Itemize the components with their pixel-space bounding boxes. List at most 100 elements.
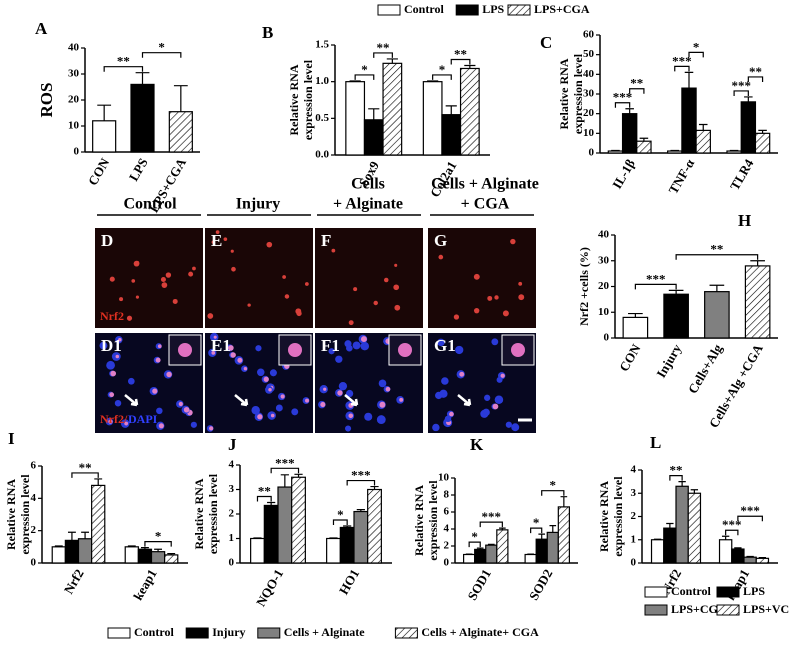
nucleus-dot bbox=[352, 341, 361, 350]
error-bar bbox=[690, 489, 699, 494]
y-tick-label: 3 bbox=[631, 487, 637, 499]
nrf2-dot bbox=[268, 388, 272, 392]
significance-bracket bbox=[733, 90, 749, 96]
legend-label: Injury bbox=[212, 625, 245, 639]
bar bbox=[367, 488, 382, 564]
nucleus-dot bbox=[127, 377, 135, 385]
bar bbox=[731, 548, 745, 564]
significance-bracket bbox=[530, 527, 543, 534]
nrf2-dot bbox=[155, 357, 161, 363]
significance-label: ** bbox=[117, 54, 130, 69]
nucleus-dot bbox=[291, 408, 299, 416]
nrf2-dot bbox=[449, 411, 454, 417]
nucleus-dot bbox=[156, 407, 163, 415]
y-tick-label: 30 bbox=[598, 254, 610, 266]
bar bbox=[675, 485, 689, 564]
x-tick-label: keap1 bbox=[130, 566, 160, 602]
bar bbox=[474, 548, 487, 564]
nrf2-dot bbox=[518, 281, 523, 286]
nrf2-dot bbox=[228, 345, 234, 351]
nucleus-dot bbox=[494, 395, 504, 405]
legend-swatch bbox=[716, 604, 740, 616]
error-bar bbox=[611, 149, 620, 152]
y-tick-label: 2 bbox=[229, 508, 235, 520]
legend-swatch bbox=[107, 627, 131, 639]
bar bbox=[277, 486, 293, 564]
error-bar bbox=[267, 501, 276, 506]
error-bar bbox=[734, 547, 742, 550]
nrf2-dot bbox=[124, 421, 129, 426]
nrf2-dot bbox=[295, 308, 302, 315]
significance-bracket bbox=[669, 475, 683, 481]
significance-label: ** bbox=[79, 460, 92, 475]
x-tick-label: NQO-1 bbox=[253, 566, 286, 609]
y-tick-label: 10 bbox=[68, 120, 80, 132]
error-bar bbox=[709, 284, 725, 292]
legend-label: LPS bbox=[482, 2, 504, 16]
error-bar bbox=[167, 553, 176, 555]
y-tick-label: 1.5 bbox=[315, 39, 329, 51]
legend-label: Cells + Alginate+ CGA bbox=[421, 625, 539, 639]
x-tick-label: CON bbox=[616, 341, 644, 374]
error-bar bbox=[427, 80, 439, 82]
nrf2-dot bbox=[305, 398, 310, 403]
error-bar bbox=[639, 137, 649, 142]
error-bar bbox=[758, 557, 767, 559]
significance-bracket bbox=[747, 76, 764, 82]
nrf2-dot bbox=[115, 354, 120, 359]
nucleus-dot bbox=[432, 423, 440, 432]
error-bar bbox=[560, 496, 568, 507]
nrf2-dot bbox=[348, 413, 354, 419]
panel-label: L bbox=[650, 433, 661, 452]
bar bbox=[695, 129, 711, 154]
x-tick-label: TNF-α bbox=[665, 156, 697, 197]
nucleus-dot bbox=[251, 405, 260, 415]
error-bar bbox=[668, 289, 684, 295]
legend-swatch bbox=[257, 627, 281, 639]
panel-label: B bbox=[262, 23, 273, 42]
column-header: Cells + Alginate bbox=[431, 176, 539, 193]
nrf2-dot bbox=[487, 295, 493, 301]
nucleus-dot bbox=[496, 376, 503, 383]
nrf2-dot bbox=[135, 295, 140, 299]
nrf2-dot bbox=[109, 392, 115, 398]
nrf2-dot bbox=[231, 266, 236, 272]
error-bar bbox=[386, 58, 398, 64]
significance-bracket bbox=[674, 65, 690, 72]
legend-label: LPS+VC bbox=[743, 602, 789, 616]
error-bar bbox=[625, 108, 634, 114]
y-axis-label: Relative RNA bbox=[192, 478, 206, 549]
nrf2-dot bbox=[500, 373, 505, 378]
y-axis-label: Relative RNA bbox=[557, 58, 571, 129]
nrf2-dot bbox=[473, 273, 480, 280]
bar bbox=[663, 527, 677, 564]
nucleus-dot bbox=[505, 421, 512, 428]
bar bbox=[663, 293, 689, 339]
bar bbox=[607, 150, 624, 154]
bar bbox=[441, 114, 462, 156]
bar bbox=[755, 557, 770, 564]
y-axis-label: expression level bbox=[301, 59, 315, 140]
bar bbox=[91, 484, 106, 564]
error-bar bbox=[280, 474, 289, 488]
nucleus-dot bbox=[99, 341, 108, 350]
significance-label: *** bbox=[740, 503, 760, 518]
error-bar bbox=[464, 64, 476, 69]
bar bbox=[650, 539, 665, 564]
panel-label: H bbox=[738, 211, 751, 230]
x-tick-label: Nrf2 bbox=[61, 566, 87, 596]
nrf2-dot bbox=[183, 406, 190, 413]
significance-label: ** bbox=[710, 242, 723, 257]
error-bar bbox=[349, 80, 361, 82]
error-bar bbox=[356, 508, 365, 512]
y-tick-label: 0.0 bbox=[315, 149, 329, 161]
inset-cell bbox=[511, 343, 525, 357]
bar bbox=[263, 504, 279, 564]
significance-label: * bbox=[693, 39, 700, 54]
column-header: Injury bbox=[236, 196, 280, 213]
bar bbox=[557, 506, 570, 564]
legend-swatch bbox=[377, 4, 401, 16]
bar bbox=[496, 529, 509, 564]
significance-label: * bbox=[533, 515, 540, 530]
significance-label: *** bbox=[351, 468, 371, 483]
